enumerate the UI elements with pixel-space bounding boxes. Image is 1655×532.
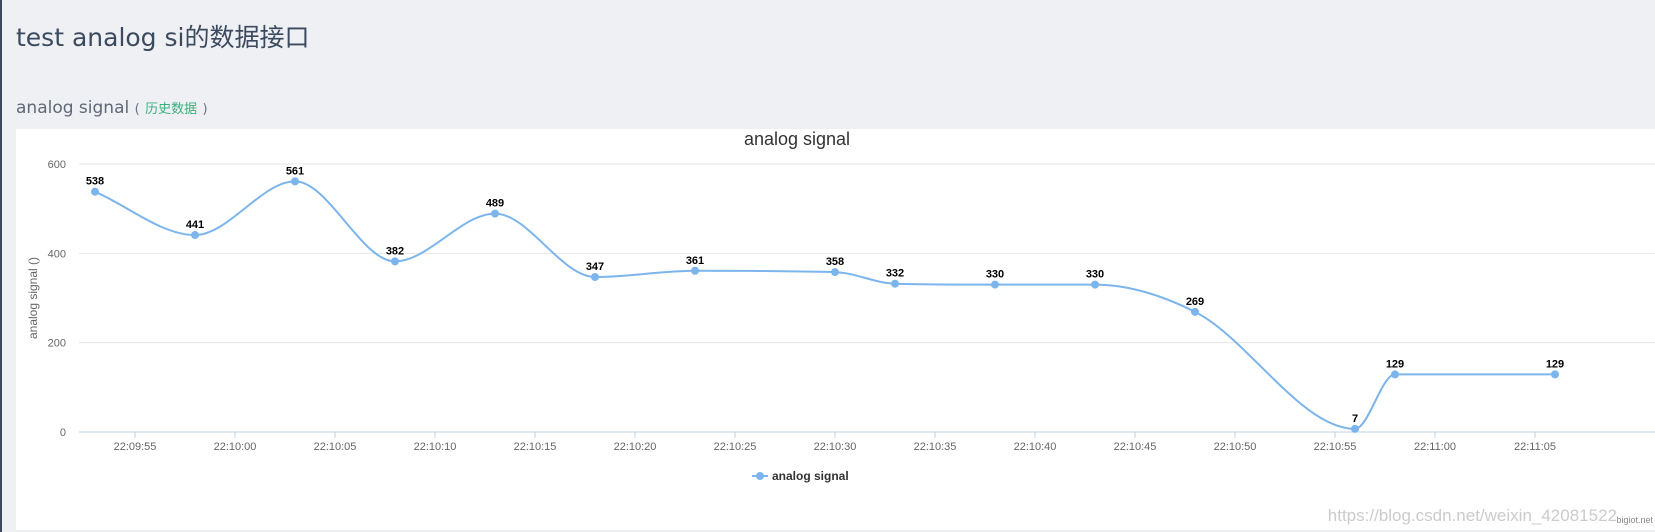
x-tick-label: 22:10:45 — [1114, 441, 1157, 453]
data-point — [1551, 370, 1559, 379]
data-point — [91, 187, 99, 196]
data-point — [491, 209, 499, 218]
history-data-link[interactable]: 历史数据 — [145, 102, 198, 117]
legend-marker — [756, 472, 764, 480]
chart-title: analog signal — [744, 129, 850, 149]
data-label: 358 — [826, 256, 844, 268]
page-title: test analog si的数据接口 — [16, 23, 310, 52]
data-point — [891, 279, 899, 288]
series-line — [94, 180, 1555, 430]
x-tick-label: 22:10:20 — [614, 441, 657, 453]
y-tick-label: 600 — [48, 159, 66, 171]
x-tick-label: 22:10:00 — [214, 441, 257, 453]
data-point — [991, 280, 999, 289]
data-label: 332 — [886, 268, 904, 280]
data-label: 330 — [986, 269, 1004, 281]
data-point — [1391, 370, 1399, 379]
data-label: 129 — [1546, 358, 1564, 370]
data-label: 269 — [1186, 296, 1204, 308]
y-tick-label: 400 — [48, 248, 66, 260]
credit-text: bigiot.net — [1616, 515, 1653, 525]
watermark: https://blog.csdn.net/weixin_42081522 — [1327, 506, 1617, 525]
data-point — [691, 266, 699, 275]
data-label: 347 — [586, 261, 604, 273]
legend-label: analog signal — [772, 469, 849, 483]
data-point — [191, 231, 199, 240]
x-tick-label: 22:10:55 — [1314, 441, 1357, 453]
x-tick-label: 22:11:05 — [1514, 441, 1556, 453]
x-tick-label: 22:11:00 — [1414, 441, 1456, 453]
data-point — [291, 177, 299, 186]
x-tick-label: 22:10:35 — [914, 441, 957, 453]
data-label: 7 — [1352, 413, 1358, 425]
y-tick-label: 0 — [60, 427, 66, 439]
data-label: 489 — [486, 198, 504, 210]
x-tick-label: 22:09:55 — [114, 441, 157, 453]
data-label: 538 — [86, 176, 104, 188]
data-label: 330 — [1086, 269, 1104, 281]
data-label: 129 — [1386, 358, 1404, 370]
data-label: 361 — [686, 255, 704, 267]
data-point — [591, 273, 599, 282]
section-paren-open: ( — [134, 102, 140, 117]
x-tick-label: 22:10:25 — [714, 441, 757, 453]
section-title: analog signal — [16, 98, 130, 118]
x-tick-label: 22:10:50 — [1214, 441, 1257, 453]
x-tick-label: 22:10:05 — [314, 441, 357, 453]
data-point — [391, 257, 399, 266]
data-point — [1191, 307, 1199, 316]
analog-signal-chart: analog signal 0 200 400 600 analog signal () 2… — [26, 129, 1655, 483]
x-tick-label: 22:10:10 — [414, 441, 457, 453]
y-axis-label: analog signal () — [26, 257, 40, 339]
data-point — [1091, 280, 1099, 289]
chart-panel: analog signal 0 200 400 600 analog signal () 2… — [16, 129, 1655, 530]
data-label: 441 — [186, 219, 204, 231]
x-tick-label: 22:10:40 — [1014, 441, 1057, 453]
data-label: 382 — [386, 245, 404, 257]
section-paren-close: ) — [202, 102, 208, 117]
x-tick-label: 22:10:30 — [814, 441, 857, 453]
data-label: 561 — [286, 165, 304, 177]
left-edge — [0, 0, 2, 532]
section-header: analog signal ( 历史数据 ) — [16, 98, 208, 118]
data-point — [1351, 424, 1359, 433]
x-tick-label: 22:10:15 — [514, 441, 557, 453]
data-point — [831, 268, 839, 277]
y-tick-label: 200 — [48, 338, 66, 350]
